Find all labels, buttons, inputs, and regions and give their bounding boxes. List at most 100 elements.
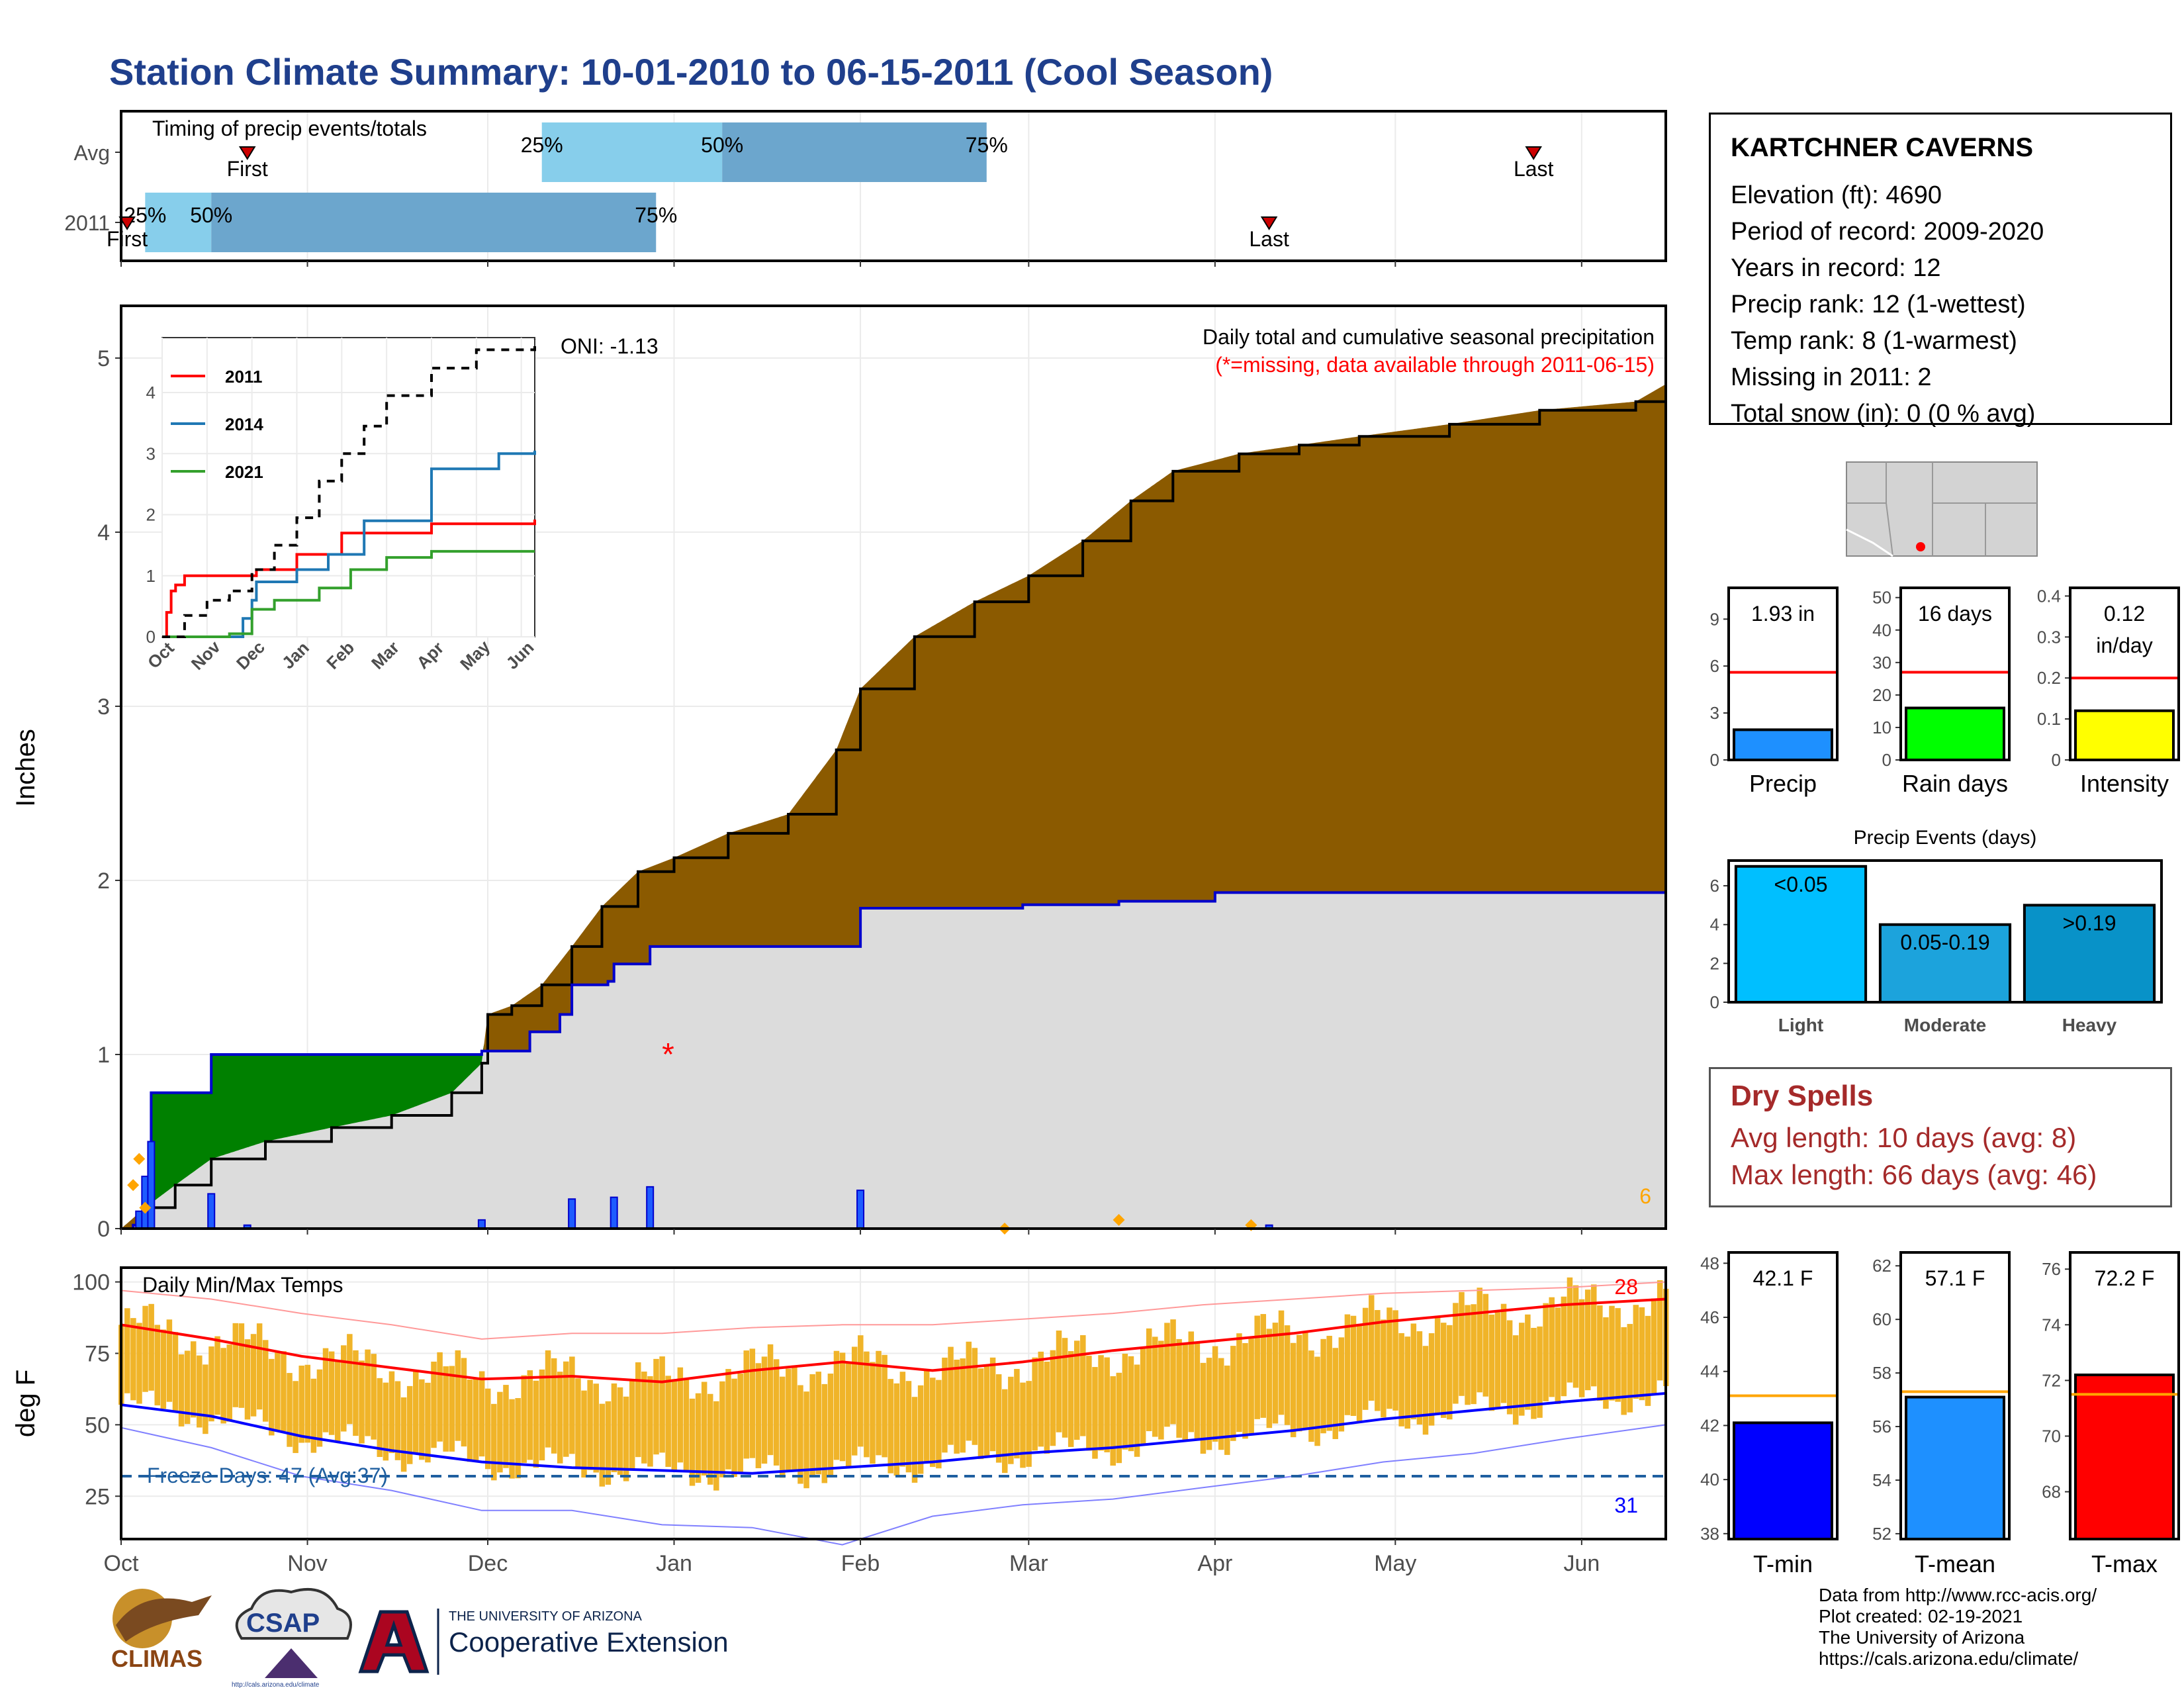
summary-y-tick-label: 0.1	[2037, 709, 2061, 729]
daily-temp-bar	[1146, 1328, 1152, 1432]
daily-temp-bar	[1543, 1303, 1549, 1401]
month-tick-label: Nov	[287, 1551, 327, 1576]
daily-temp-bar	[882, 1354, 887, 1458]
daily-temp-bar	[1122, 1353, 1128, 1450]
summary-panel-label: Rain days	[1902, 770, 2008, 797]
daily-temp-bar	[328, 1351, 335, 1435]
daily-temp-bar	[587, 1380, 593, 1470]
daily-temp-bar	[1206, 1358, 1212, 1450]
events-bar-label: >0.19	[2063, 911, 2116, 935]
daily-temp-bar	[671, 1379, 678, 1470]
inset-y-tick-label: 1	[146, 566, 156, 586]
month-tick-label: Mar	[1009, 1551, 1048, 1576]
record-high-count: 28	[1614, 1275, 1638, 1299]
daily-temp-bar	[1453, 1303, 1459, 1404]
daily-temp-bar	[1344, 1314, 1351, 1415]
daily-temp-bar	[130, 1318, 136, 1401]
precip-event-point	[127, 1179, 140, 1192]
daily-temp-bar	[1531, 1327, 1537, 1419]
climas-swoosh	[116, 1595, 212, 1642]
daily-temp-bar	[197, 1355, 203, 1428]
daily-temp-bar	[1182, 1342, 1188, 1440]
daily-temp-bar	[322, 1348, 329, 1432]
summary-bar-precip	[1733, 728, 1833, 762]
summary-panel-label: T-max	[2091, 1550, 2158, 1577]
precip-frame	[120, 305, 1667, 1230]
daily-temp-bar	[509, 1399, 515, 1479]
record-min-line	[120, 1424, 1666, 1546]
daily-temp-bar	[948, 1346, 954, 1445]
daily-temp-bar	[845, 1362, 852, 1467]
summary-bar-intensity	[2074, 709, 2175, 761]
station-name: KARTCHNER CAVERNS	[1731, 133, 2034, 162]
daily-temp-bar	[184, 1350, 191, 1425]
daily-temp-bar	[1242, 1342, 1248, 1439]
daily-temp-bar	[767, 1344, 774, 1456]
daily-precip-bar	[207, 1193, 216, 1230]
summary-y-tick-label: 60	[1872, 1309, 1891, 1329]
daily-temp-bar	[1218, 1358, 1224, 1450]
daily-temp-bar	[1482, 1293, 1489, 1397]
summary-y-tick-label: 58	[1872, 1363, 1891, 1383]
daily-temp-bar	[1073, 1340, 1080, 1440]
summary-panel-label: T-mean	[1915, 1550, 1995, 1577]
temps-frame	[120, 1266, 1667, 1540]
summary-y-tick-label: 20	[1872, 685, 1891, 705]
daily-temp-bar	[743, 1350, 749, 1459]
daily-temp-bar	[719, 1381, 725, 1477]
daily-temp-bar	[467, 1380, 473, 1462]
oni-label: ONI: -1.13	[561, 334, 659, 358]
summary-bar-t-max	[2074, 1373, 2175, 1541]
daily-temp-bar	[893, 1383, 900, 1476]
station-snow: Total snow (in): 0 (0 % avg)	[1731, 400, 2036, 428]
daily-temp-bar	[1314, 1356, 1320, 1446]
daily-temp-bar	[1519, 1323, 1525, 1416]
station-precip-rank: Precip rank: 12 (1-wettest)	[1731, 291, 2026, 318]
daily-temp-bar	[1297, 1335, 1302, 1432]
daily-temp-bar	[1627, 1324, 1633, 1413]
inset-y-tick-label: 4	[146, 383, 156, 402]
daily-precip-bar	[568, 1198, 576, 1229]
map-state-borders	[1846, 462, 2037, 557]
station-missing: Missing in 2011: 2	[1731, 363, 1932, 391]
daily-temp-bar	[232, 1323, 239, 1407]
inset-y-tick-label: 3	[146, 444, 156, 463]
daily-temp-bar	[214, 1336, 220, 1415]
csap-logo-text: CSAP	[246, 1609, 320, 1638]
timing-last-marker	[1260, 216, 1278, 230]
daily-temp-bar	[605, 1401, 612, 1485]
daily-temp-bar	[1104, 1357, 1110, 1452]
daily-temp-bar	[647, 1376, 653, 1467]
daily-temp-bar	[1440, 1323, 1447, 1418]
timing-first-label: First	[107, 227, 148, 251]
events-bar	[1878, 923, 2012, 1004]
events-y-tick-label: 4	[1710, 915, 1719, 935]
inset-legend-label: 2014	[225, 414, 263, 434]
summary-frame	[1899, 1251, 2011, 1540]
events-bar-label: <0.05	[1774, 872, 1828, 896]
month-tick-label: Feb	[841, 1551, 880, 1576]
daily-temp-bar	[1170, 1319, 1176, 1425]
events-category-label: Heavy	[2062, 1015, 2117, 1035]
summary-y-tick-label: 48	[1700, 1253, 1719, 1273]
station-elevation: Elevation (ft): 4690	[1731, 181, 1942, 209]
daily-temp-bar	[334, 1360, 341, 1442]
precip-y-tick-label: 2	[97, 868, 110, 894]
daily-temp-bar	[238, 1323, 245, 1408]
ua-logo: THE UNIVERSITY OF ARIZONA Cooperative Ex…	[358, 1609, 729, 1675]
ua-name: THE UNIVERSITY OF ARIZONA	[449, 1609, 643, 1624]
timing-last-label: Last	[1514, 157, 1554, 181]
daily-temp-bar	[539, 1369, 545, 1461]
daily-temp-bar	[1278, 1310, 1285, 1415]
daily-temp-bar	[629, 1380, 635, 1470]
station-temp-rank: Temp rank: 8 (1-warmest)	[1731, 327, 2017, 355]
daily-temp-bar	[1020, 1382, 1026, 1468]
daily-temp-bar	[1158, 1340, 1164, 1440]
dry-spells-max: Max length: 66 days (avg: 46)	[1731, 1159, 2097, 1190]
precip-summary-panel: 0 3 6 9 1.93 in Precip 0 10 20 30 40 50 16 days Rain …	[1710, 586, 2180, 797]
daily-temp-bar	[383, 1382, 389, 1461]
precip-subtitle-missing: (*=missing, data available through 2011-…	[1215, 353, 1655, 377]
daily-temp-bar	[425, 1382, 431, 1463]
daily-temp-bar	[1381, 1319, 1387, 1418]
station-info-panel: KARTCHNER CAVERNS Elevation (ft): 4690 P…	[1709, 113, 2172, 428]
